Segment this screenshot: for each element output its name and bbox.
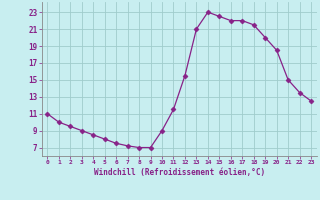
X-axis label: Windchill (Refroidissement éolien,°C): Windchill (Refroidissement éolien,°C) [94, 168, 265, 177]
